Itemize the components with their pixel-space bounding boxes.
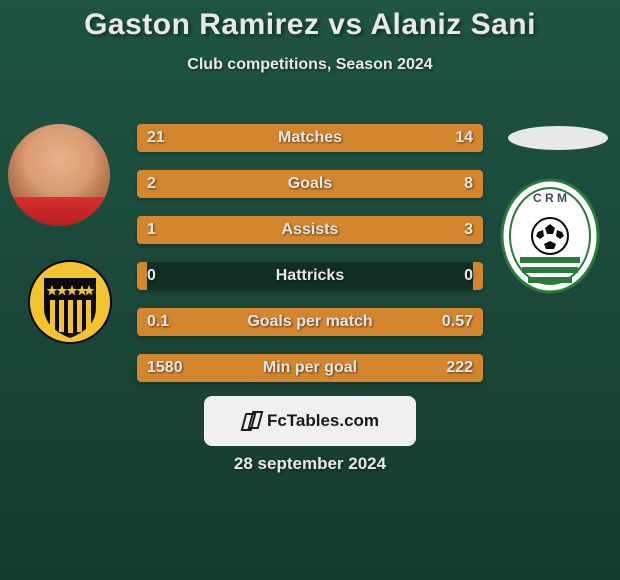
stat-label: Assists (137, 216, 483, 244)
fctables-icon (241, 411, 261, 431)
stat-row: 13Assists (137, 216, 483, 244)
stat-row: 2114Matches (137, 124, 483, 152)
page-title: Gaston Ramirez vs Alaniz Sani (0, 8, 620, 42)
player-right-avatar (508, 126, 608, 150)
stats-table: 2114Matches 28Goals 13Assists 00Hattricks 0.… (137, 124, 483, 400)
stat-label: Min per goal (137, 354, 483, 382)
brand-label: FcTables.com (267, 411, 379, 431)
stat-row: 00Hattricks (137, 262, 483, 290)
comparison-card: Gaston Ramirez vs Alaniz Sani Club compe… (0, 0, 620, 580)
club-right-initials: C R M (533, 191, 567, 205)
player-left-avatar (8, 124, 110, 226)
stat-label: Matches (137, 124, 483, 152)
club-right-badge: C R M (500, 178, 600, 294)
stat-row: 1580222Min per goal (137, 354, 483, 382)
stat-label: Goals (137, 170, 483, 198)
stat-row: 28Goals (137, 170, 483, 198)
stat-label: Goals per match (137, 308, 483, 336)
stat-row: 0.10.57Goals per match (137, 308, 483, 336)
club-left-badge (28, 260, 112, 344)
brand-badge: FcTables.com (204, 396, 416, 446)
shield-icon: C R M (500, 178, 600, 294)
stat-label: Hattricks (137, 262, 483, 290)
page-subtitle: Club competitions, Season 2024 (0, 56, 620, 74)
shield-icon (28, 260, 112, 344)
footer-date: 28 september 2024 (0, 454, 620, 474)
